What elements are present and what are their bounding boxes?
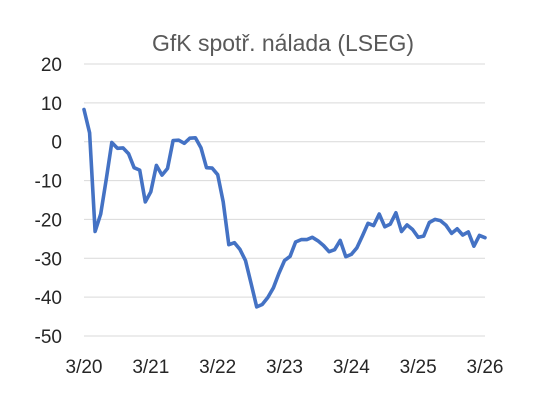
y-tick-label: -30	[35, 249, 62, 270]
x-tick-label: 3/25	[400, 357, 437, 378]
chart-title: GfK spotř. nálada (LSEG)	[152, 30, 414, 56]
x-tick-label: 3/24	[333, 357, 370, 378]
y-tick-label: -10	[35, 172, 62, 193]
y-tick-label: 20	[41, 55, 62, 76]
series-line	[82, 107, 487, 309]
x-tick-label: 3/21	[132, 357, 169, 378]
y-tick-label: 0	[51, 133, 62, 154]
y-tick-label: 10	[41, 94, 62, 115]
y-tick-label: -40	[35, 288, 62, 309]
x-tick-label: 3/23	[266, 357, 303, 378]
x-axis-tick-labels: 3/20 3/21 3/22 3/23 3/24 3/25 3/26	[66, 357, 504, 378]
x-tick-label: 3/22	[199, 357, 236, 378]
series-group	[82, 107, 487, 309]
x-tick-label: 3/20	[66, 357, 103, 378]
y-axis-tick-labels: 20 10 0 -10 -20 -30 -40 -50	[35, 55, 62, 348]
y-tick-label: -50	[35, 327, 62, 348]
x-tick-label: 3/26	[467, 357, 504, 378]
y-tick-label: -20	[35, 210, 62, 231]
gridlines	[84, 63, 485, 337]
